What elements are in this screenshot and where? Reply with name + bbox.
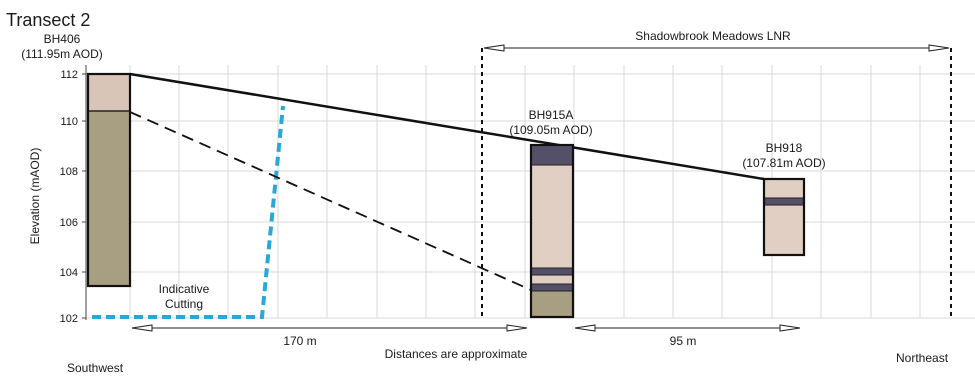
bh918-sand-layer	[764, 205, 804, 255]
y-tick-102: 102	[60, 313, 78, 325]
bh915a-outline	[529, 143, 575, 319]
y-axis-tick-marks	[82, 73, 86, 319]
bh406-name: BH406	[44, 32, 81, 46]
direction-northeast: Northeast	[896, 351, 949, 365]
bh915a-elevation: (109.05m AOD)	[509, 123, 592, 137]
y-tick-110: 110	[60, 116, 78, 128]
borehole-bh406	[86, 72, 132, 288]
bh915a-name: BH915A	[529, 108, 574, 122]
bh406-topsoil-layer	[88, 74, 130, 111]
bh406-elevation: (111.95m AOD)	[21, 47, 103, 61]
cutting-label-line2: Cutting	[165, 297, 203, 311]
bh915a-dark-band-1	[531, 268, 573, 275]
stratum-boundary-line	[129, 111, 532, 291]
y-tick-106: 106	[60, 217, 78, 229]
ground-surface-line	[129, 72, 765, 181]
bh915a-clay-layer	[531, 291, 573, 317]
reserve-arrow-right	[928, 44, 950, 52]
reserve-label: Shadowbrook Meadows LNR	[635, 29, 791, 43]
diagram-title: Transect 2	[6, 10, 90, 30]
distance-arrow-right	[574, 324, 801, 332]
reserve-arrow-left	[483, 44, 505, 52]
bh918-sand-layer-top	[764, 179, 804, 198]
bh406-outline	[86, 72, 132, 288]
y-axis-title: Elevation (mAOD)	[28, 148, 42, 245]
y-tick-104: 104	[60, 267, 78, 279]
distance-right-label: 95 m	[670, 334, 697, 348]
y-tick-112: 112	[60, 69, 78, 81]
bh915a-dark-band-2	[531, 284, 573, 291]
bh918-outline	[762, 177, 806, 257]
distance-left-label: 170 m	[283, 334, 316, 348]
bh918-dark-band	[764, 198, 804, 205]
cutting-label-line1: Indicative	[159, 282, 210, 296]
distances-note: Distances are approximate	[385, 347, 528, 361]
bh915a-sand-layer-2	[531, 275, 573, 284]
reserve-boundary: Shadowbrook Meadows LNR	[481, 29, 952, 318]
distance-arrow-left	[131, 324, 528, 332]
y-tick-108: 108	[60, 166, 78, 178]
direction-southwest: Southwest	[67, 361, 124, 375]
bh915a-sand-layer	[531, 165, 573, 268]
borehole-bh915a	[529, 143, 575, 319]
bh918-elevation: (107.81m AOD)	[742, 156, 825, 170]
bh406-clay-layer	[88, 111, 130, 286]
bh918-name: BH918	[766, 141, 803, 155]
bh915a-dark-top-layer	[531, 145, 573, 165]
borehole-bh918	[762, 177, 806, 257]
